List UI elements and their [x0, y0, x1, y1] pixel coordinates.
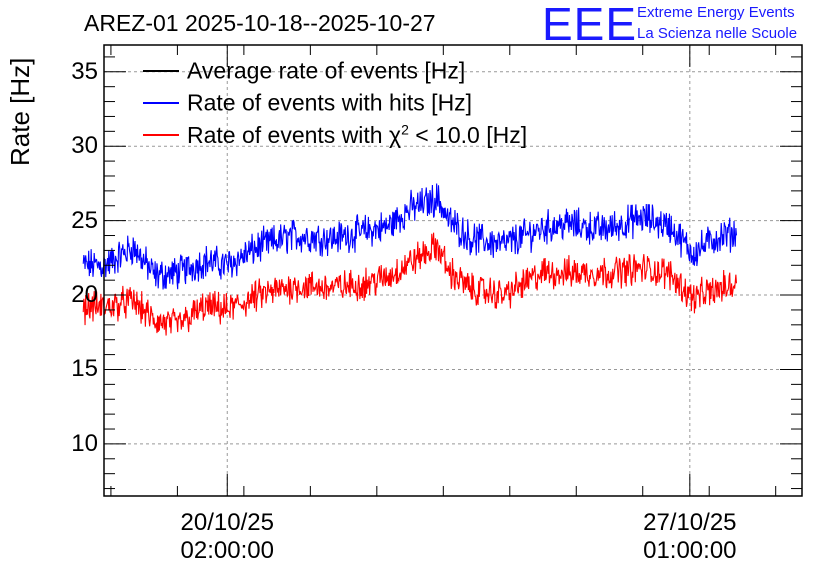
x-tick-date-1: 27/10/25	[643, 509, 737, 536]
y-axis-label: Rate [Hz]	[5, 57, 35, 166]
legend-swatch-average	[143, 69, 179, 72]
x-tick-time-0: 02:00:00	[180, 537, 274, 564]
legend-label-chi2: Rate of events with χ2 < 10.0 [Hz]	[187, 121, 528, 148]
series-line-1	[82, 183, 738, 290]
y-tick-label-20: 20	[71, 281, 98, 309]
x-tick-time-1: 01:00:00	[643, 537, 737, 564]
logo-line1: Extreme Energy Events	[637, 4, 795, 21]
legend-item-hits: Rate of events with hits [Hz]	[143, 88, 472, 118]
y-tick-label-15: 15	[71, 355, 98, 383]
logo-line2: La Scienza nelle Scuole	[637, 25, 798, 42]
legend-swatch-hits	[143, 101, 179, 104]
legend-item-chi2: Rate of events with χ2 < 10.0 [Hz]	[143, 120, 527, 150]
y-tick-label-35: 35	[71, 57, 98, 85]
eee-logo: EEE	[542, 0, 638, 50]
legend-label-hits: Rate of events with hits [Hz]	[187, 89, 473, 116]
y-tick-label-10: 10	[71, 429, 98, 457]
y-tick-label-30: 30	[71, 132, 98, 160]
y-tick-label-25: 25	[71, 206, 98, 234]
series-line-2	[82, 232, 738, 336]
x-tick-date-0: 20/10/25	[180, 509, 274, 536]
x-tick-label-0: 20/10/25 02:00:00	[127, 509, 327, 565]
x-tick-label-1: 27/10/25 01:00:00	[590, 509, 790, 565]
legend-swatch-chi2	[143, 133, 179, 136]
legend-label-average: Average rate of events [Hz]	[187, 57, 466, 84]
legend-item-average: Average rate of events [Hz]	[143, 56, 465, 86]
plot-frame	[103, 44, 803, 497]
chart-title: AREZ-01 2025-10-18--2025-10-27	[84, 10, 436, 36]
